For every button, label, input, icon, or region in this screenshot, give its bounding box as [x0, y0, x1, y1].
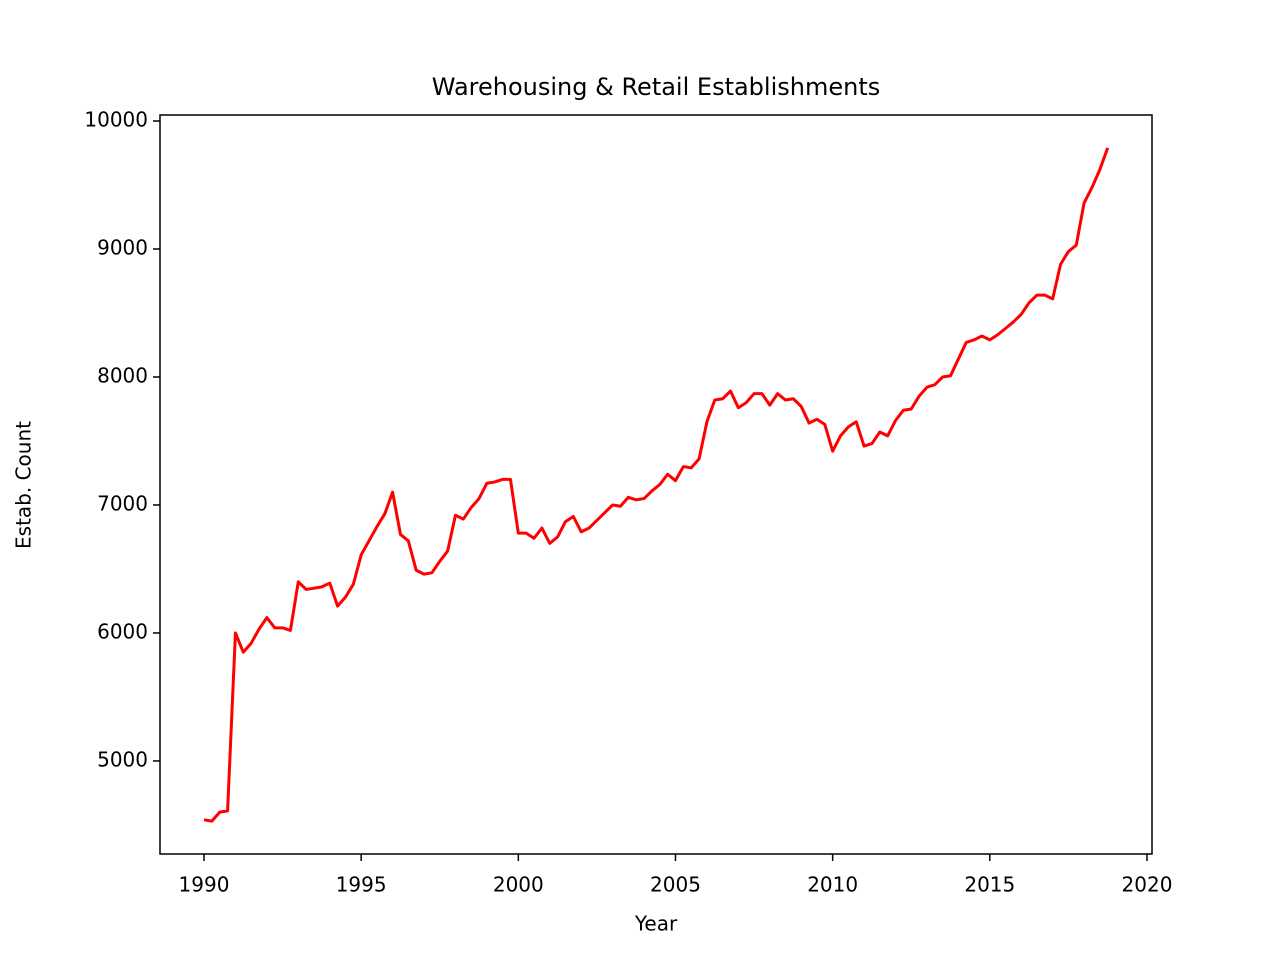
- x-tick-label: 1990: [179, 873, 230, 897]
- y-tick-label: 5000: [97, 747, 148, 771]
- y-tick-label: 7000: [97, 491, 148, 515]
- y-tick-label: 8000: [97, 363, 148, 387]
- x-tick-label: 2010: [807, 873, 858, 897]
- plot-frame: [159, 114, 1153, 855]
- y-tick-label: 9000: [97, 236, 148, 260]
- data-line: [203, 147, 1110, 823]
- x-tick-label: 2020: [1122, 873, 1173, 897]
- chart-title: Warehousing & Retail Establishments: [432, 73, 881, 101]
- x-axis-label: Year: [634, 912, 678, 936]
- y-axis-label: Estab. Count: [12, 421, 36, 549]
- x-tick-label: 2000: [493, 873, 544, 897]
- x-tick-label: 2005: [650, 873, 701, 897]
- x-tick-label: 1995: [336, 873, 387, 897]
- y-tick-label: 6000: [97, 619, 148, 643]
- x-tick-label: 2015: [964, 873, 1015, 897]
- y-tick-label: 10000: [84, 108, 148, 132]
